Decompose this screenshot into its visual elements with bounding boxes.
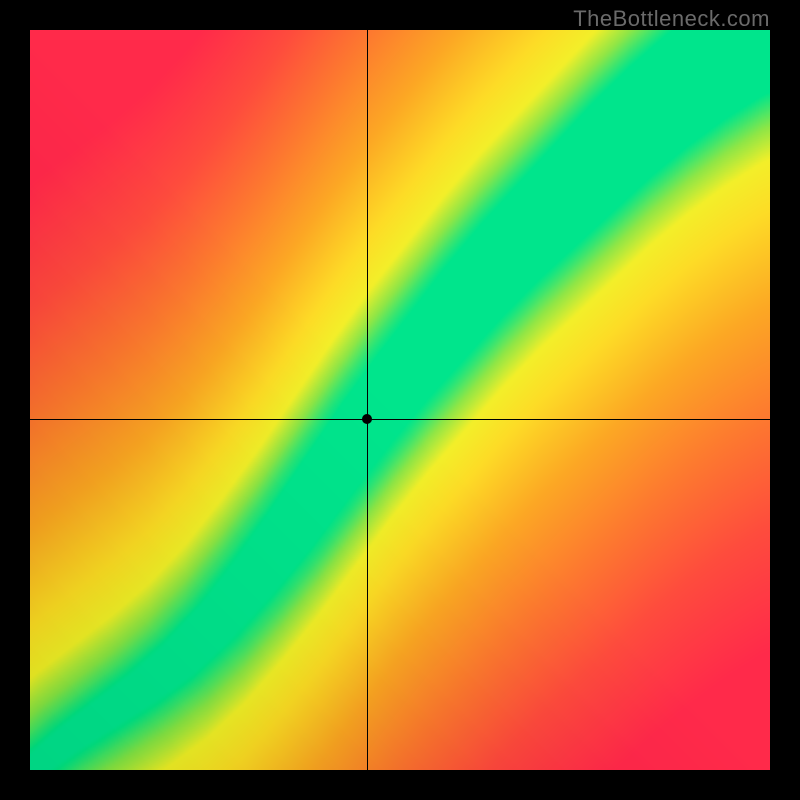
data-point-marker [362,414,372,424]
watermark-text: TheBottleneck.com [573,6,770,32]
crosshair-horizontal [30,419,770,420]
heatmap-plot [30,30,770,770]
crosshair-vertical [367,30,368,770]
heatmap-canvas [30,30,770,770]
chart-container: TheBottleneck.com [0,0,800,800]
